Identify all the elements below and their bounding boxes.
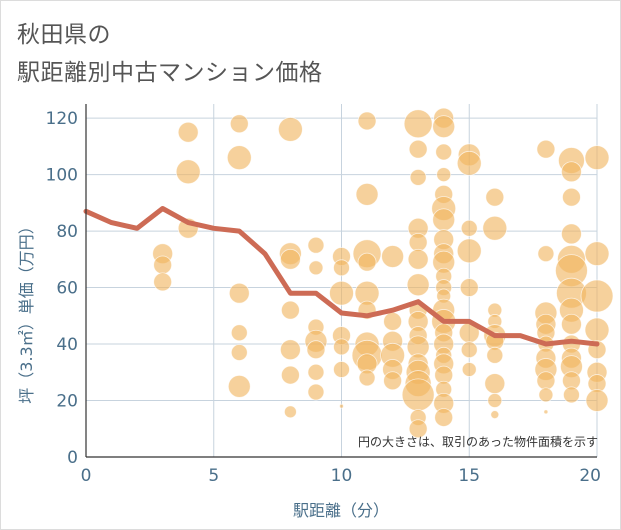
bubble-point xyxy=(333,259,350,277)
bubble-point xyxy=(358,369,376,387)
bubble-point xyxy=(279,248,301,270)
bubble-point xyxy=(408,232,428,252)
bubble-point xyxy=(436,167,452,183)
bubble-point xyxy=(585,389,609,412)
bubble-point xyxy=(280,365,300,385)
bubble-point xyxy=(279,339,301,361)
bubble-point xyxy=(561,313,582,335)
average-price-line xyxy=(83,206,600,347)
bubble-point xyxy=(408,139,428,159)
bubble-point xyxy=(406,273,430,297)
bubble-point xyxy=(153,272,173,292)
bubble-point xyxy=(339,403,344,409)
bubble-point xyxy=(584,145,610,171)
x-tick-label: 5 xyxy=(208,466,219,486)
bubble-point xyxy=(307,363,325,381)
bubble-point xyxy=(432,208,456,232)
bubble-point xyxy=(229,114,249,134)
bubble-point xyxy=(561,223,582,245)
bubble-point xyxy=(408,419,428,439)
bubble-point xyxy=(307,383,325,401)
bubble-point xyxy=(227,374,251,398)
bubble-point xyxy=(383,371,403,391)
y-tick-label: 80 xyxy=(56,222,78,242)
bubble-point xyxy=(329,280,354,306)
bubble-point xyxy=(487,393,503,408)
y-tick-label: 40 xyxy=(56,335,78,355)
bubble-point xyxy=(482,215,508,241)
bubble-point xyxy=(283,405,297,419)
bubble-point xyxy=(280,300,300,320)
bubble-point xyxy=(153,255,173,275)
bubble-point xyxy=(177,121,199,143)
x-axis-label: 駅距離（分） xyxy=(292,501,389,520)
x-tick-label: 10 xyxy=(331,466,353,486)
bubble-point xyxy=(407,248,429,270)
bubble-point xyxy=(277,117,303,142)
bubble-point xyxy=(226,145,252,171)
bubble-point xyxy=(584,241,610,267)
bubble-point xyxy=(228,282,250,304)
chart-title-line2: 駅距離別中古マンション価格 xyxy=(17,60,323,86)
bubble-point xyxy=(432,115,456,138)
bubble-point xyxy=(536,371,556,391)
bubble-point xyxy=(456,150,482,176)
bubble-point xyxy=(580,279,614,313)
bubble-point xyxy=(333,361,350,378)
x-tick-label: 15 xyxy=(458,466,480,486)
bubble-point xyxy=(357,252,377,272)
bubble-point xyxy=(409,169,427,186)
bubble-point xyxy=(538,387,554,403)
y-tick-label: 100 xyxy=(46,166,78,186)
bubble-point xyxy=(485,187,505,207)
bubble-point xyxy=(357,111,377,131)
bubble-point xyxy=(308,260,324,276)
bubble-point xyxy=(561,161,582,183)
y-axis-label-wrap: 坪（3.3㎡）単価（万円） xyxy=(5,191,45,431)
chart-title-line1: 秋田県の xyxy=(17,22,111,48)
y-axis-label: 坪（3.3㎡）単価（万円） xyxy=(17,218,36,404)
bubble-point xyxy=(306,340,326,360)
bubble-point xyxy=(456,238,482,264)
bubble-point xyxy=(434,408,454,427)
bubble-series xyxy=(152,107,614,439)
bubble-point xyxy=(175,159,201,185)
bubble-point xyxy=(536,139,556,159)
bubble-point xyxy=(460,219,478,237)
bubble-point xyxy=(307,236,325,254)
bubble-point xyxy=(460,341,478,359)
bubble-point xyxy=(537,245,555,263)
y-tick-label: 20 xyxy=(56,392,78,412)
y-tick-label: 0 xyxy=(67,448,78,468)
x-tick-label: 0 xyxy=(81,466,92,486)
tick-labels: 0 20 40 60 80 100 120 0 5 10 15 20 xyxy=(46,109,601,486)
bubble-point xyxy=(459,278,479,297)
bubble-point xyxy=(486,346,504,364)
bubble-point xyxy=(543,409,549,415)
bubble-point xyxy=(383,312,403,331)
bubble-point xyxy=(401,378,435,412)
axes xyxy=(85,104,597,458)
y-tick-label: 60 xyxy=(56,279,78,299)
bubble-size-note: 円の大きさは、取引のあった物件面積を示す xyxy=(357,435,598,449)
bubble-point xyxy=(230,324,248,342)
bubble-point xyxy=(484,373,506,394)
bubble-point xyxy=(490,410,500,420)
bubble-point xyxy=(333,338,350,356)
bubble-point xyxy=(461,362,477,377)
bubble-point xyxy=(381,245,405,268)
bubble-point xyxy=(230,344,248,361)
bubble-point xyxy=(435,143,453,161)
bubble-point xyxy=(355,182,379,206)
bubble-point xyxy=(563,386,580,404)
bubble-point xyxy=(562,187,581,207)
y-tick-label: 120 xyxy=(46,109,78,129)
x-tick-label: 20 xyxy=(579,466,601,486)
bubble-point xyxy=(584,317,610,343)
bubble-point xyxy=(403,109,433,139)
